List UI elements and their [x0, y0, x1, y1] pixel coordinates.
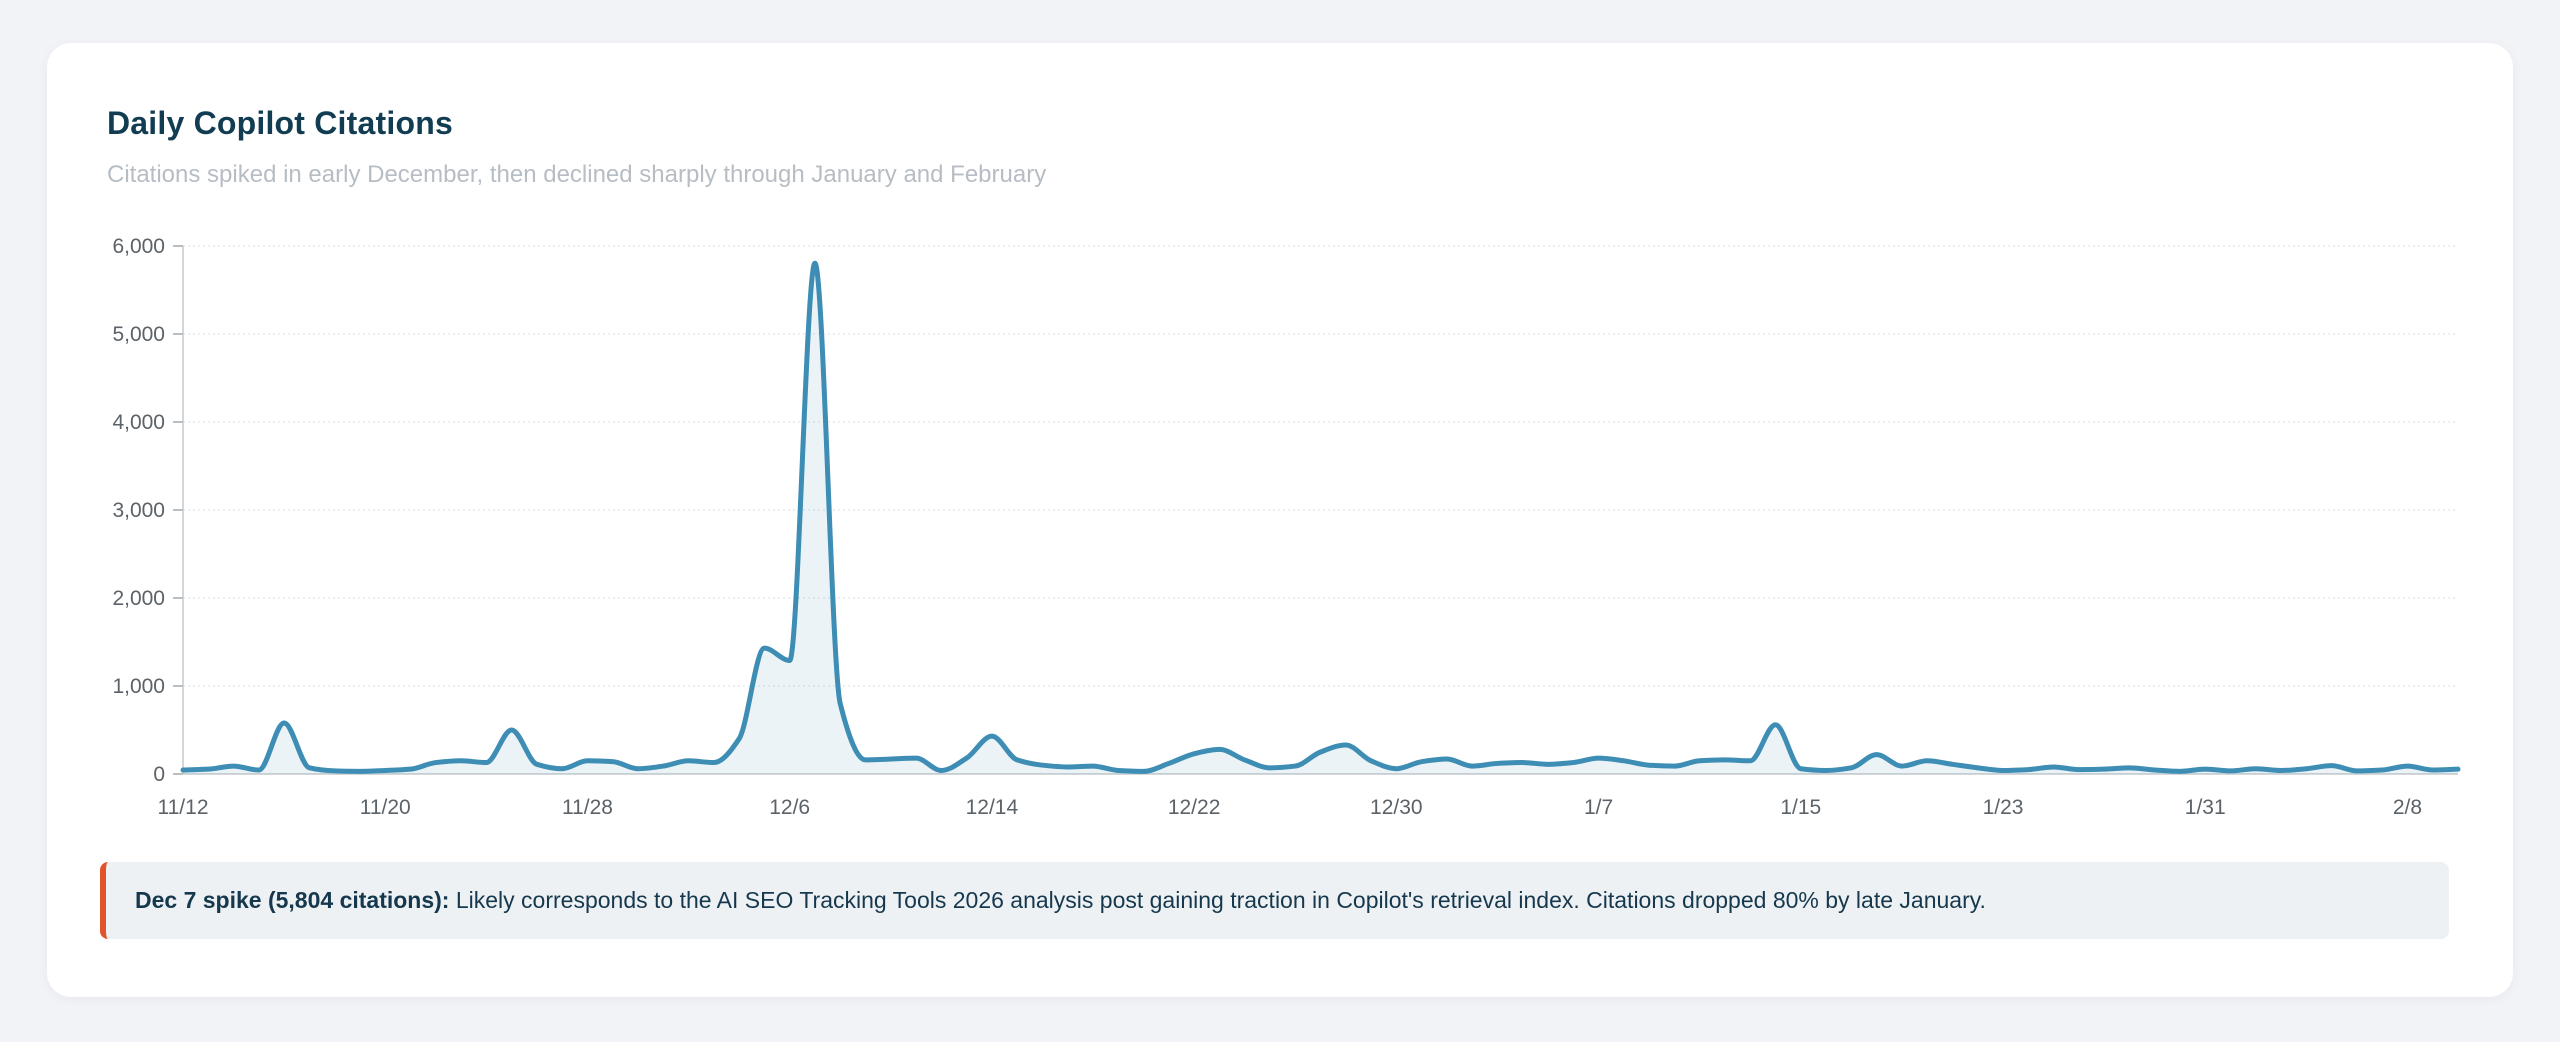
- x-tick-label: 1/23: [1983, 796, 2024, 819]
- insight-text: Dec 7 spike (5,804 citations): Likely co…: [135, 887, 1986, 914]
- daily-citations-area-chart: 0 1,000 2,000 3,000 4,000 5,000 6,000 11/12 11/2…: [112, 235, 2461, 819]
- chart-subtitle: Citations spiked in early December, then…: [107, 161, 1047, 188]
- y-tick-label: 0: [153, 763, 165, 786]
- citations-card: Daily Copilot Citations Citations spiked…: [47, 43, 2513, 997]
- y-tick-label: 5,000: [112, 323, 165, 346]
- y-tick-label: 1,000: [112, 675, 165, 698]
- area-fill: [183, 263, 2458, 774]
- x-tick-label: 11/12: [158, 796, 209, 819]
- y-tick-label: 2,000: [112, 587, 165, 610]
- insight-text-body: Likely corresponds to the AI SEO Trackin…: [449, 887, 1986, 913]
- x-tick-label: 1/15: [1780, 796, 1821, 819]
- trend-line: [180, 260, 2461, 774]
- x-tick-label: 12/30: [1370, 796, 1423, 819]
- x-axis-labels: 11/12 11/20 11/28 12/6 12/14 12/22 12/30 1/7 1/1…: [158, 796, 2423, 819]
- x-tick-label: 12/14: [966, 796, 1019, 819]
- y-axis-ticks: 0 1,000 2,000 3,000 4,000 5,000 6,000: [112, 235, 183, 786]
- x-tick-label: 11/20: [360, 796, 411, 819]
- x-tick-label: 1/31: [2185, 796, 2226, 819]
- insight-callout: Dec 7 spike (5,804 citations): Likely co…: [100, 862, 2449, 939]
- x-tick-label: 12/6: [769, 796, 810, 819]
- x-tick-label: 12/22: [1168, 796, 1221, 819]
- x-tick-label: 11/28: [562, 796, 613, 819]
- y-tick-label: 6,000: [112, 235, 165, 258]
- y-tick-label: 3,000: [112, 499, 165, 522]
- page-title: Daily Copilot Citations: [107, 105, 453, 141]
- y-gridlines: [183, 245, 2458, 687]
- x-tick-label: 1/7: [1584, 796, 1613, 819]
- y-tick-label: 4,000: [112, 411, 165, 434]
- insight-text-bold: Dec 7 spike (5,804 citations):: [135, 887, 450, 913]
- x-tick-label: 2/8: [2393, 796, 2422, 819]
